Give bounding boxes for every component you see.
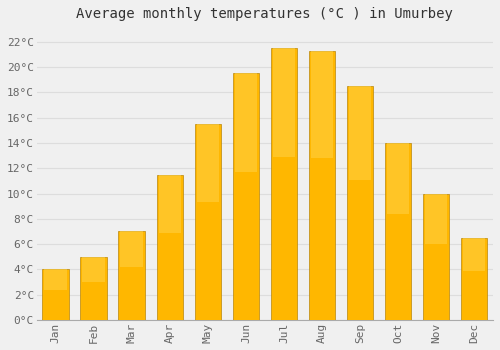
Bar	[460, 238, 487, 320]
Bar	[346, 86, 374, 320]
Bar	[118, 231, 145, 320]
Bar	[80, 257, 107, 320]
Bar	[386, 143, 409, 214]
Bar	[42, 270, 69, 320]
Title: Average monthly temperatures (°C ) in Umurbey: Average monthly temperatures (°C ) in Um…	[76, 7, 454, 21]
Bar	[156, 175, 183, 320]
Bar	[422, 194, 450, 320]
Bar	[424, 194, 448, 244]
Bar	[158, 175, 181, 233]
Bar	[270, 48, 297, 320]
Bar	[44, 270, 67, 290]
Bar	[194, 124, 221, 320]
Bar	[232, 74, 259, 320]
Bar	[272, 48, 295, 157]
Bar	[310, 50, 333, 158]
Bar	[234, 74, 257, 172]
Bar	[82, 257, 105, 282]
Bar	[308, 50, 335, 320]
Bar	[384, 143, 411, 320]
Bar	[462, 238, 485, 271]
Bar	[348, 86, 372, 180]
Bar	[120, 231, 143, 267]
Bar	[196, 124, 219, 202]
